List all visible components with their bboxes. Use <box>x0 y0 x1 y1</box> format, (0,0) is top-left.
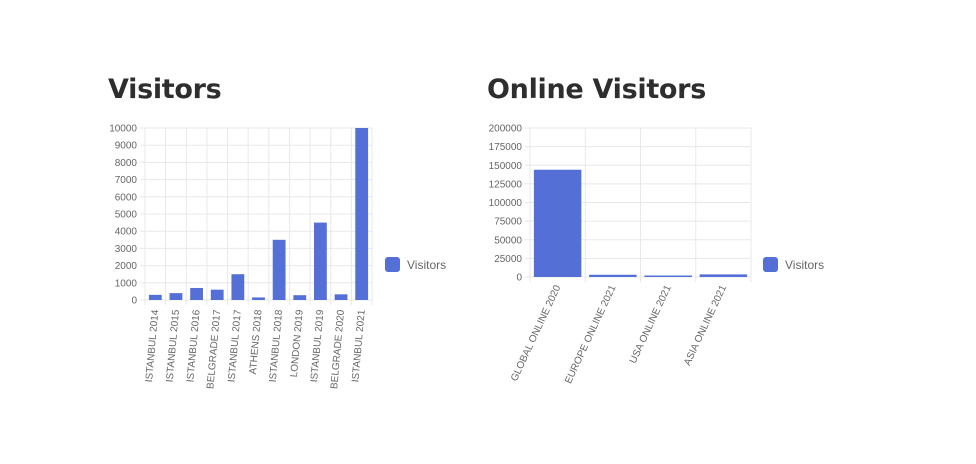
bar <box>533 169 582 277</box>
y-tick-label: 200000 <box>489 124 523 135</box>
visitors-chart-title: Visitors <box>108 74 222 105</box>
y-tick-label: 50000 <box>494 235 522 246</box>
x-tick-label: EUROPE ONLINE 2021 <box>563 283 618 385</box>
online-visitors-legend[interactable]: Visitors <box>763 257 824 272</box>
bar <box>644 275 692 277</box>
bar <box>699 274 748 277</box>
legend-label: Visitors <box>407 257 447 272</box>
y-tick-label: 0 <box>131 296 137 307</box>
y-tick-label: 4000 <box>115 227 138 238</box>
y-tick-label: 0 <box>516 273 522 284</box>
bar <box>252 297 265 300</box>
y-tick-label: 5000 <box>115 210 138 221</box>
x-tick-label: USA ONLINE 2021 <box>628 283 674 365</box>
y-tick-label: 7000 <box>115 175 138 186</box>
visitors-legend[interactable]: Visitors <box>385 257 446 272</box>
y-tick-label: 2000 <box>115 261 138 272</box>
y-tick-label: 175000 <box>489 142 523 153</box>
bar <box>169 293 183 300</box>
online-visitors-chart-title: Online Visitors <box>487 74 706 105</box>
y-tick-label: 150000 <box>489 161 523 172</box>
bar <box>190 287 203 300</box>
y-tick-label: 25000 <box>494 254 522 265</box>
y-tick-label: 75000 <box>494 217 522 228</box>
bar <box>314 222 327 300</box>
x-tick-label: GLOBAL ONLINE 2020 <box>509 283 563 383</box>
legend-swatch <box>763 257 778 272</box>
y-tick-label: 6000 <box>115 192 138 203</box>
bar <box>148 294 162 300</box>
bar <box>589 274 637 277</box>
x-tick-label: ASIA ONLINE 2021 <box>682 283 729 367</box>
y-tick-label: 100000 <box>489 198 523 209</box>
bar <box>210 289 224 300</box>
y-tick-label: 10000 <box>109 124 137 135</box>
bar <box>355 128 369 300</box>
legend-label: Visitors <box>785 257 825 272</box>
bar <box>231 274 245 300</box>
bar <box>293 295 307 300</box>
y-tick-label: 8000 <box>115 158 138 169</box>
y-tick-label: 125000 <box>489 179 523 190</box>
y-tick-label: 9000 <box>115 141 138 152</box>
bar <box>272 239 286 300</box>
y-tick-label: 1000 <box>115 278 138 289</box>
y-tick-label: 3000 <box>115 244 138 255</box>
bar <box>334 294 348 300</box>
legend-swatch <box>385 257 400 272</box>
